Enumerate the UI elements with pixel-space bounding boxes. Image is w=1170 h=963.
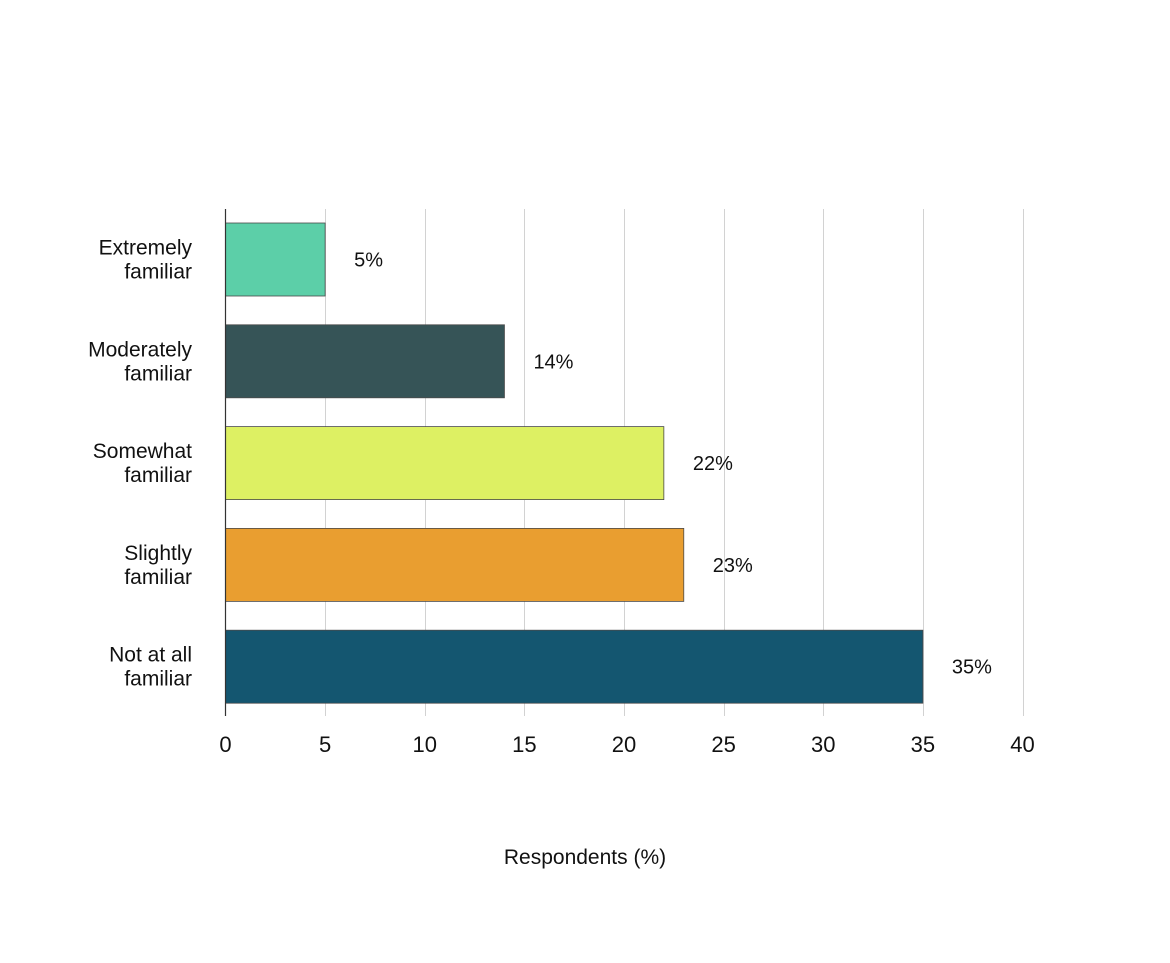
x-tick-label-0: 0 (219, 732, 231, 757)
category-label-line: familiar (124, 668, 192, 691)
category-label-line: familiar (124, 261, 192, 284)
x-axis-title: Respondents (%) (504, 846, 666, 869)
bar-2 (225, 426, 665, 501)
data-label-4: 35% (952, 657, 992, 679)
category-label-line: Somewhat (93, 440, 192, 463)
data-label-1: 14% (533, 351, 573, 373)
data-labels: 5% 14% 22% 23% 35% (354, 250, 992, 679)
category-label-line: familiar (124, 362, 192, 385)
category-label-4: Not at all familiar (109, 644, 192, 691)
x-tick-label-40: 40 (1010, 732, 1034, 757)
data-label-3: 23% (713, 555, 753, 577)
x-tick-label-15: 15 (512, 732, 536, 757)
bar-1 (225, 324, 505, 399)
x-tick-labels: 0 5 10 15 20 25 30 35 40 (219, 732, 1034, 757)
category-label-line: Not at all (109, 644, 192, 667)
bar-3 (225, 528, 685, 602)
x-tick-label-10: 10 (413, 732, 437, 757)
bar-4 (225, 629, 924, 704)
category-label-2: Somewhat familiar (93, 440, 192, 487)
category-label-3: Slightly familiar (124, 542, 192, 589)
bar-0 (225, 222, 326, 297)
data-label-2: 22% (693, 453, 733, 475)
x-tick-label-35: 35 (911, 732, 935, 757)
bars (225, 222, 924, 704)
category-label-line: familiar (124, 566, 192, 589)
x-tick-label-20: 20 (612, 732, 636, 757)
category-label-line: familiar (124, 464, 192, 487)
category-label-line: Slightly (124, 542, 192, 565)
category-label-line: Extremely (99, 237, 193, 260)
category-label-1: Moderately familiar (88, 338, 192, 385)
x-tick-label-5: 5 (319, 732, 331, 757)
category-label-0: Extremely familiar (99, 237, 193, 284)
data-label-0: 5% (354, 250, 383, 272)
category-label-line: Moderately (88, 338, 192, 361)
x-tick-label-30: 30 (811, 732, 835, 757)
x-tick-label-25: 25 (711, 732, 735, 757)
